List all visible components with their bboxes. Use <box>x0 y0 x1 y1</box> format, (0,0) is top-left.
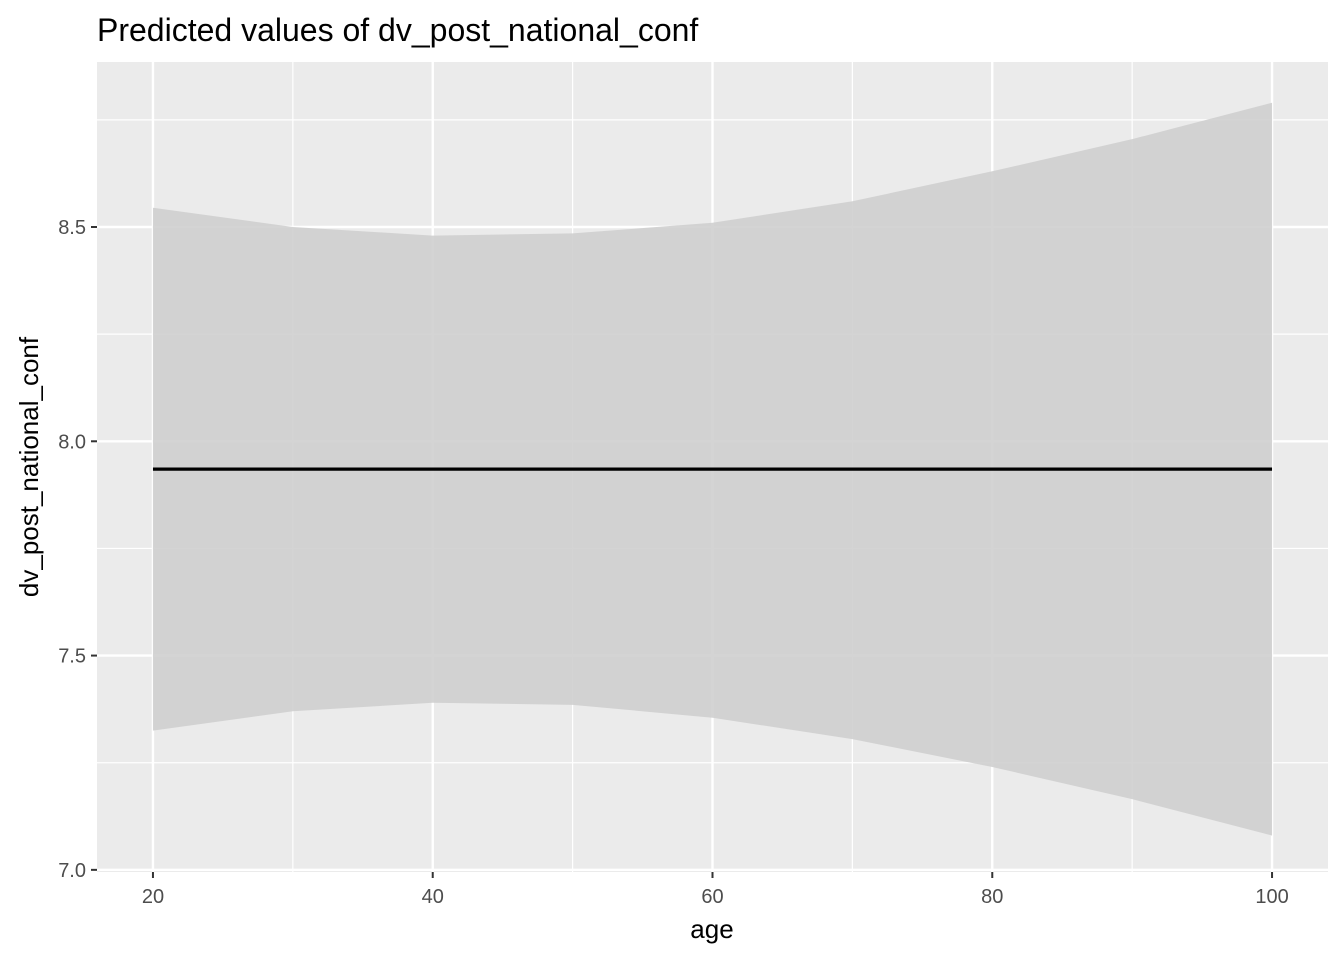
y-tick-label: 7.5 <box>58 646 86 668</box>
x-tick-label: 40 <box>422 886 444 908</box>
y-axis: 7.0 7.5 8.0 8.5 <box>58 217 97 882</box>
y-tick-label: 7.0 <box>58 860 86 882</box>
chart-title: Predicted values of dv_post_national_con… <box>97 12 698 48</box>
y-tick-label: 8.5 <box>58 217 86 239</box>
x-tick-label: 80 <box>981 886 1003 908</box>
x-tick-label: 100 <box>1255 886 1288 908</box>
x-tick-label: 20 <box>142 886 164 908</box>
y-axis-label: dv_post_national_conf <box>14 336 44 597</box>
x-axis: 20 40 60 80 100 <box>142 872 1289 908</box>
y-tick-label: 8.0 <box>58 431 86 453</box>
x-axis-label: age <box>690 914 733 944</box>
x-tick-label: 60 <box>701 886 723 908</box>
